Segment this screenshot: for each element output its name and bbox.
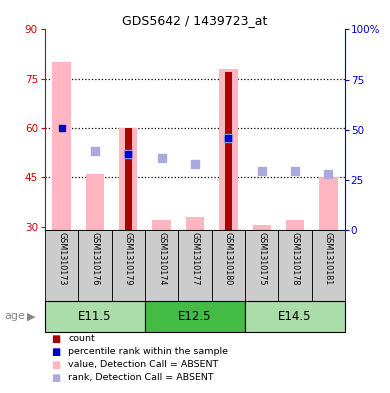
Bar: [245, 301, 345, 332]
Bar: [112, 230, 145, 301]
Bar: [124, 128, 132, 230]
Text: percentile rank within the sample: percentile rank within the sample: [68, 347, 228, 356]
Text: GSM1310178: GSM1310178: [291, 232, 300, 285]
Text: GSM1310174: GSM1310174: [157, 232, 166, 285]
Text: GSM1310181: GSM1310181: [324, 232, 333, 285]
Text: age: age: [4, 311, 25, 321]
Text: ■: ■: [51, 373, 60, 383]
Bar: [119, 128, 137, 230]
Text: count: count: [68, 334, 95, 343]
Text: GSM1310175: GSM1310175: [257, 232, 266, 286]
Bar: [86, 174, 104, 230]
Text: GSM1310173: GSM1310173: [57, 232, 66, 285]
Bar: [145, 301, 245, 332]
Bar: [225, 72, 232, 230]
Text: GSM1310179: GSM1310179: [124, 232, 133, 286]
Text: rank, Detection Call = ABSENT: rank, Detection Call = ABSENT: [68, 373, 214, 382]
Text: GSM1310176: GSM1310176: [90, 232, 99, 285]
Bar: [319, 177, 338, 230]
Bar: [178, 230, 212, 301]
Bar: [78, 230, 112, 301]
Bar: [253, 225, 271, 230]
Bar: [212, 230, 245, 301]
Text: ■: ■: [51, 360, 60, 370]
Bar: [152, 220, 171, 230]
Bar: [186, 217, 204, 230]
Bar: [286, 220, 304, 230]
Text: E11.5: E11.5: [78, 310, 112, 323]
Text: GSM1310177: GSM1310177: [190, 232, 200, 286]
Bar: [45, 230, 78, 301]
Bar: [278, 230, 312, 301]
Bar: [145, 230, 178, 301]
Bar: [245, 230, 278, 301]
Text: E12.5: E12.5: [178, 310, 212, 323]
Text: GDS5642 / 1439723_at: GDS5642 / 1439723_at: [122, 14, 268, 27]
Bar: [219, 69, 238, 230]
Text: E14.5: E14.5: [278, 310, 312, 323]
Text: ■: ■: [51, 334, 60, 344]
Text: ■: ■: [51, 347, 60, 357]
Bar: [45, 301, 145, 332]
Bar: [52, 62, 71, 230]
Text: value, Detection Call = ABSENT: value, Detection Call = ABSENT: [68, 360, 218, 369]
Bar: [312, 230, 345, 301]
Text: ▶: ▶: [27, 311, 35, 321]
Text: GSM1310180: GSM1310180: [224, 232, 233, 285]
